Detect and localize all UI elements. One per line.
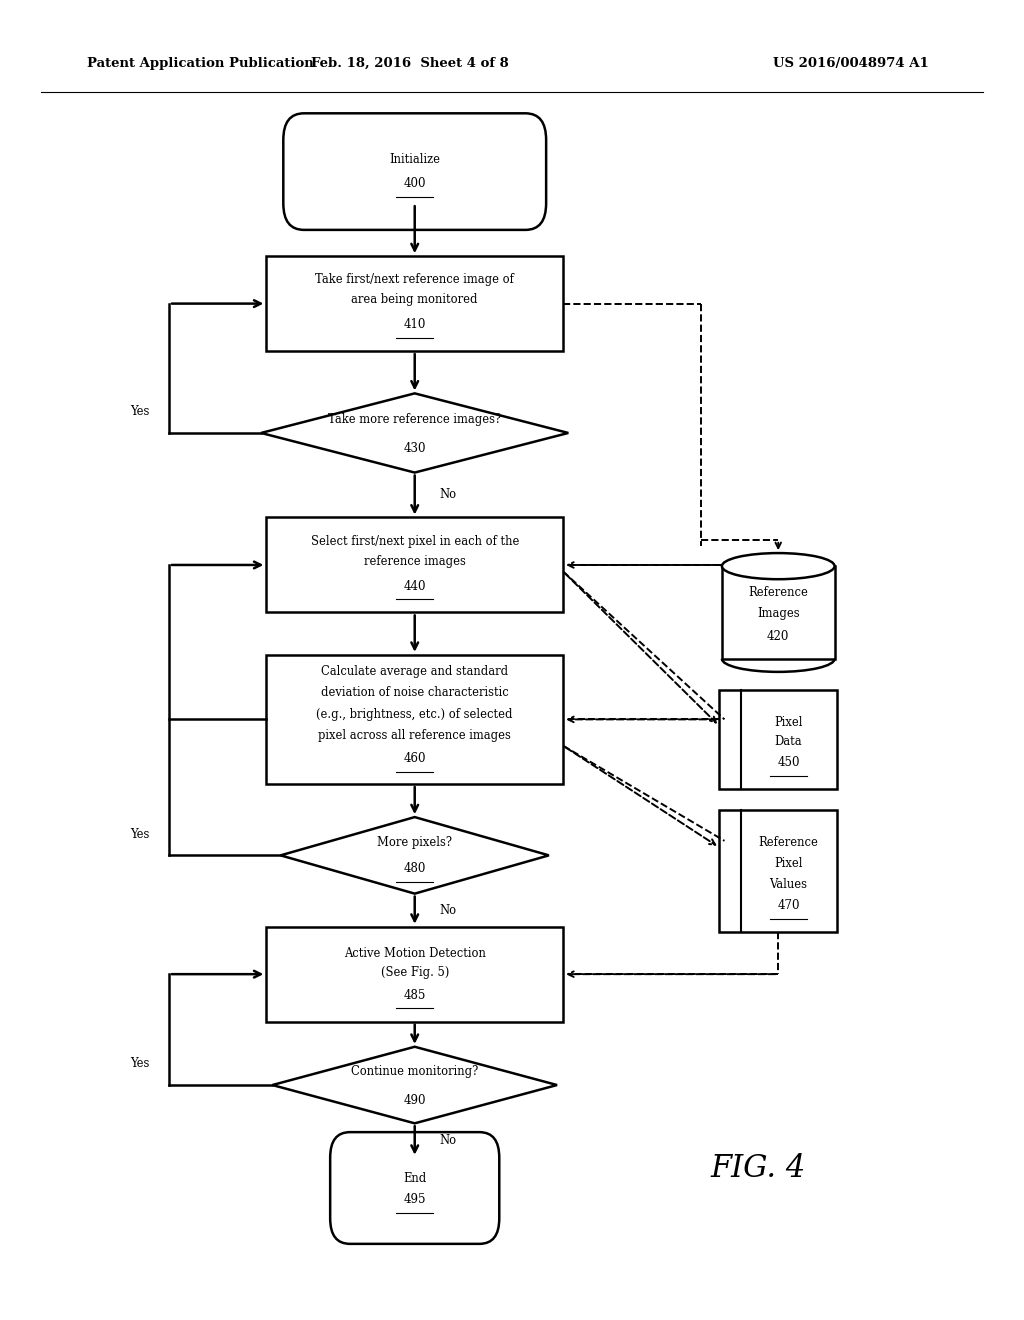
- Text: (See Fig. 5): (See Fig. 5): [381, 966, 449, 979]
- Text: 490: 490: [403, 1094, 426, 1107]
- Text: Pixel: Pixel: [774, 857, 803, 870]
- Text: Patent Application Publication: Patent Application Publication: [87, 57, 313, 70]
- Bar: [266, 517, 563, 612]
- FancyBboxPatch shape: [284, 114, 546, 230]
- Text: 460: 460: [403, 752, 426, 766]
- Polygon shape: [261, 393, 568, 473]
- Ellipse shape: [722, 553, 835, 579]
- Bar: [722, 566, 835, 659]
- Text: US 2016/0048974 A1: US 2016/0048974 A1: [773, 57, 929, 70]
- Text: 480: 480: [403, 862, 426, 875]
- Text: Pixel: Pixel: [774, 715, 803, 729]
- Text: Yes: Yes: [131, 828, 150, 841]
- Text: Initialize: Initialize: [389, 153, 440, 166]
- Text: Reference: Reference: [749, 586, 808, 599]
- Text: Yes: Yes: [131, 405, 150, 418]
- Text: Data: Data: [775, 735, 802, 748]
- Text: 485: 485: [403, 989, 426, 1002]
- Text: 410: 410: [403, 318, 426, 331]
- Text: 440: 440: [403, 579, 426, 593]
- Bar: [266, 927, 563, 1022]
- Text: deviation of noise characteristic: deviation of noise characteristic: [321, 686, 509, 700]
- Polygon shape: [281, 817, 549, 894]
- Text: 495: 495: [403, 1193, 426, 1206]
- Text: area being monitored: area being monitored: [351, 293, 478, 306]
- Bar: [719, 810, 838, 932]
- Text: 400: 400: [403, 177, 426, 190]
- Bar: [719, 689, 838, 788]
- Text: Select first/next pixel in each of the: Select first/next pixel in each of the: [310, 535, 519, 548]
- Text: Take more reference images?: Take more reference images?: [328, 413, 502, 426]
- Text: 430: 430: [403, 442, 426, 455]
- Text: No: No: [439, 488, 457, 502]
- Bar: [266, 655, 563, 784]
- Bar: [266, 256, 563, 351]
- Text: Calculate average and standard: Calculate average and standard: [322, 665, 508, 678]
- Text: reference images: reference images: [364, 554, 466, 568]
- Text: 420: 420: [767, 630, 790, 643]
- Text: Continue monitoring?: Continue monitoring?: [351, 1065, 478, 1078]
- Text: More pixels?: More pixels?: [377, 836, 453, 849]
- Text: pixel across all reference images: pixel across all reference images: [318, 729, 511, 742]
- Text: Images: Images: [757, 607, 800, 620]
- Text: No: No: [439, 904, 457, 916]
- Text: Take first/next reference image of: Take first/next reference image of: [315, 273, 514, 286]
- Text: Yes: Yes: [131, 1057, 150, 1071]
- Text: 470: 470: [777, 899, 800, 912]
- Text: 450: 450: [777, 756, 800, 770]
- Text: (e.g., brightness, etc.) of selected: (e.g., brightness, etc.) of selected: [316, 708, 513, 721]
- Text: Values: Values: [769, 878, 808, 891]
- Text: FIG. 4: FIG. 4: [710, 1152, 806, 1184]
- Text: Feb. 18, 2016  Sheet 4 of 8: Feb. 18, 2016 Sheet 4 of 8: [310, 57, 509, 70]
- Text: Reference: Reference: [759, 836, 818, 849]
- Polygon shape: [272, 1047, 557, 1123]
- Text: End: End: [403, 1172, 426, 1185]
- Text: No: No: [439, 1134, 457, 1147]
- FancyBboxPatch shape: [330, 1133, 500, 1243]
- Text: Active Motion Detection: Active Motion Detection: [344, 946, 485, 960]
